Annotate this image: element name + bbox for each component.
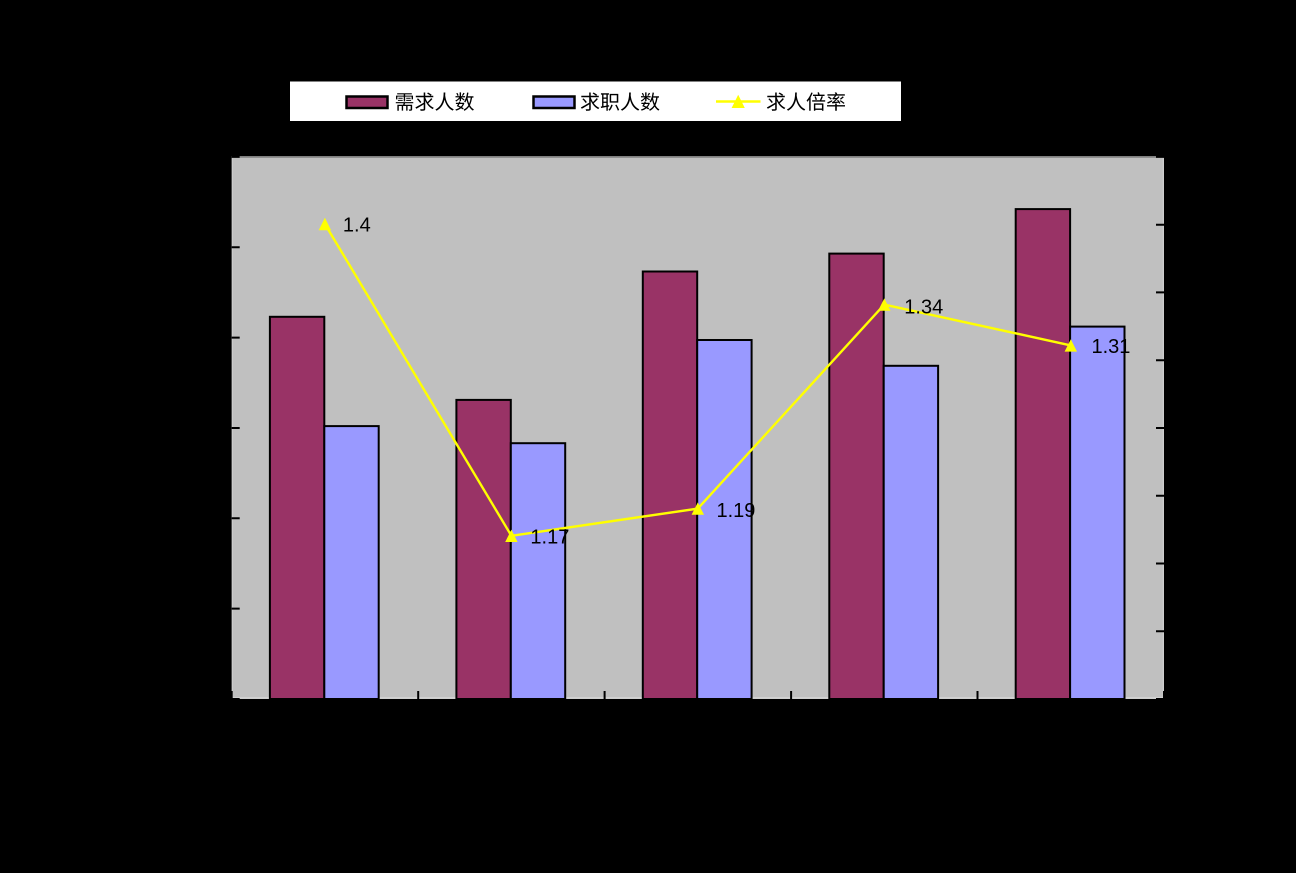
svg-text:1.19: 1.19 [717, 500, 756, 522]
svg-text:1.17: 1.17 [530, 527, 569, 549]
svg-text:1.34: 1.34 [904, 296, 943, 318]
svg-text:1.4: 1.4 [343, 215, 371, 237]
svg-text:1.31: 1.31 [1092, 336, 1131, 358]
